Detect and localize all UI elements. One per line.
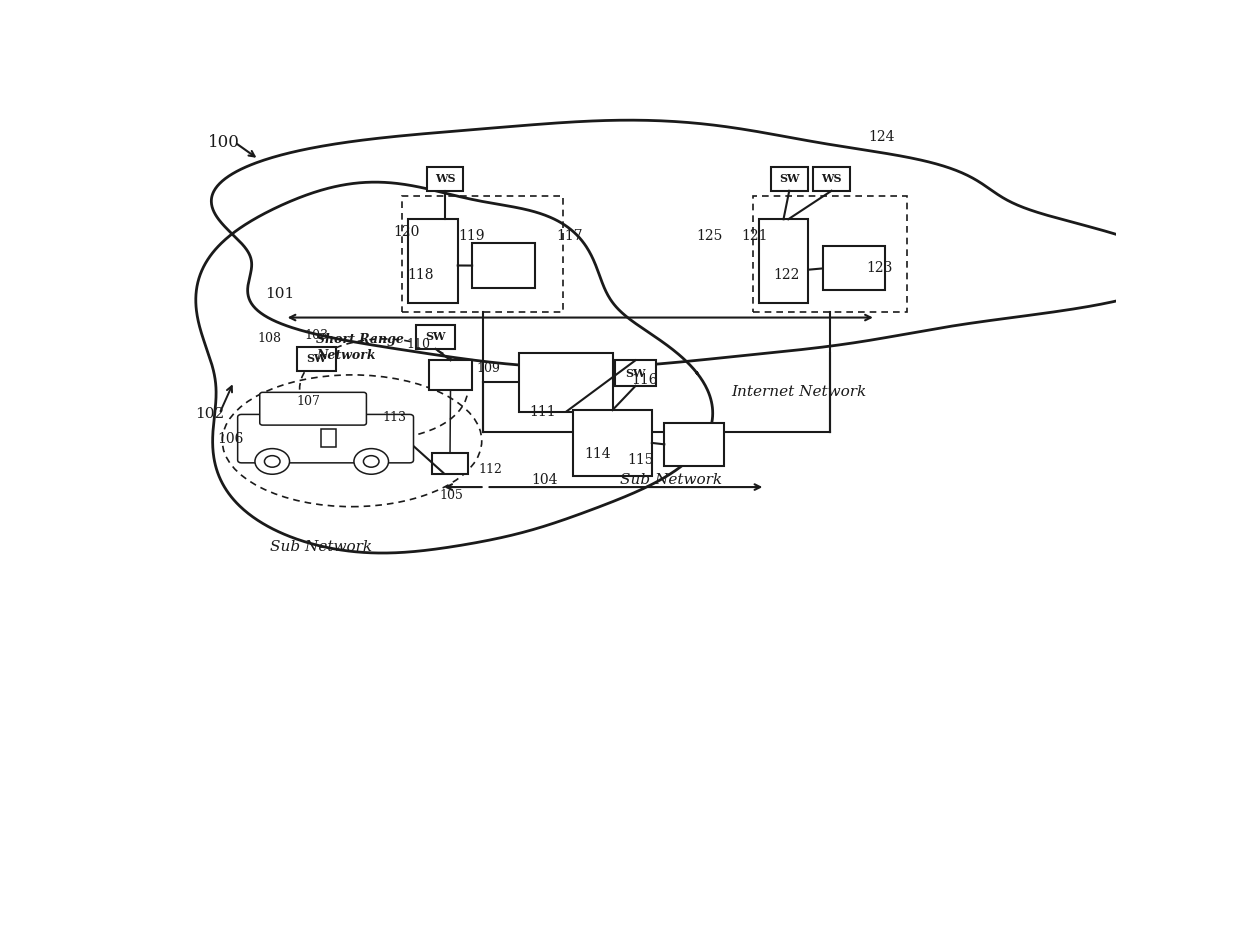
FancyBboxPatch shape [238,414,413,462]
Text: 107: 107 [296,395,320,408]
Text: 106: 106 [217,432,244,446]
Text: 121: 121 [742,228,768,242]
Text: 103: 103 [304,329,327,342]
FancyBboxPatch shape [665,423,724,465]
FancyBboxPatch shape [573,410,652,475]
Text: 102: 102 [196,407,224,421]
FancyBboxPatch shape [432,453,469,475]
Text: 122: 122 [773,268,800,282]
Text: SW: SW [425,331,446,342]
FancyBboxPatch shape [823,246,885,290]
Text: Sub Network: Sub Network [620,473,722,487]
Text: 100: 100 [208,134,239,151]
Text: 117: 117 [557,228,583,242]
Circle shape [255,449,290,475]
Text: 115: 115 [627,453,653,467]
Text: 110: 110 [407,339,430,352]
Text: SW: SW [625,367,646,378]
FancyBboxPatch shape [259,392,367,426]
Text: 119: 119 [459,228,485,242]
Text: 123: 123 [866,261,893,275]
Circle shape [363,456,379,467]
FancyBboxPatch shape [813,166,849,191]
Text: 101: 101 [265,287,295,302]
Text: Internet Network: Internet Network [732,386,867,400]
Text: 120: 120 [393,225,419,239]
FancyBboxPatch shape [429,361,472,390]
FancyBboxPatch shape [759,219,808,303]
FancyBboxPatch shape [417,325,455,349]
FancyBboxPatch shape [615,361,656,386]
Circle shape [353,449,388,475]
Text: WS: WS [435,173,455,184]
FancyBboxPatch shape [771,166,807,191]
FancyBboxPatch shape [408,219,458,303]
Text: 111: 111 [528,405,556,419]
Text: 114: 114 [584,448,611,462]
Text: 109: 109 [476,363,500,376]
Text: SW: SW [306,353,326,364]
Text: 118: 118 [408,268,434,282]
Text: 112: 112 [479,462,502,475]
FancyBboxPatch shape [472,243,534,288]
Text: 125: 125 [696,228,723,242]
Text: 124: 124 [868,130,894,144]
Text: 105: 105 [439,489,464,502]
FancyBboxPatch shape [427,166,464,191]
Text: 108: 108 [258,332,281,345]
FancyBboxPatch shape [520,353,614,412]
Text: WS: WS [821,173,842,184]
Circle shape [264,456,280,467]
FancyBboxPatch shape [298,347,336,371]
Text: 104: 104 [532,473,558,487]
Text: 113: 113 [383,411,407,424]
Text: Sub Network: Sub Network [270,540,372,554]
Text: Short Range
Network: Short Range Network [316,333,404,362]
Text: 116: 116 [631,373,658,388]
Text: SW: SW [779,173,800,184]
FancyBboxPatch shape [321,429,336,447]
